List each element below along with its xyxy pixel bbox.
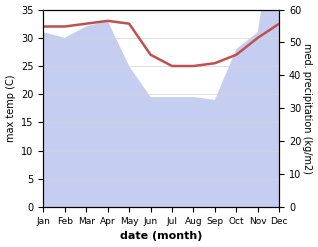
Y-axis label: max temp (C): max temp (C) <box>5 75 16 142</box>
Y-axis label: med. precipitation (kg/m2): med. precipitation (kg/m2) <box>302 43 313 174</box>
X-axis label: date (month): date (month) <box>120 231 203 242</box>
